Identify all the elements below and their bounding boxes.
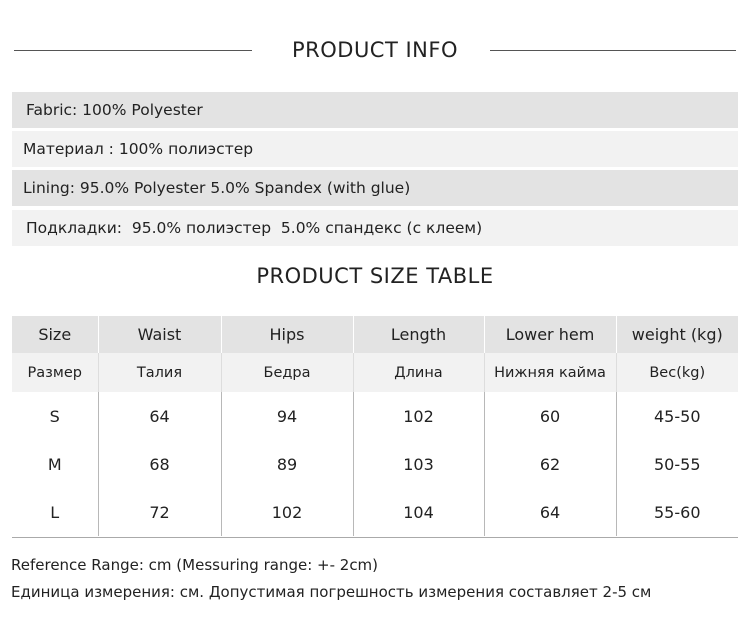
header-size: Size [38,325,72,344]
cell-length: 102 [352,392,484,440]
table-row: S 64 94 102 60 45-50 [12,392,738,440]
title-divider-left [14,50,252,51]
table-row: L 72 102 104 64 55-60 [12,488,738,536]
info-row-fabric: Fabric: 100% Polyester [12,92,738,128]
header-hips-ru: Бедра [220,353,353,392]
cell-waist: 64 [97,392,221,440]
cell-size: M [47,454,62,474]
size-table-title: PRODUCT SIZE TABLE [256,264,494,288]
cell-waist: 72 [97,488,221,536]
info-row-material: Материал : 100% полиэстер [12,131,738,167]
header-lower-hem: Lower hem [483,316,616,353]
header-weight: weight (kg) [615,316,738,353]
product-info-title: PRODUCT INFO [291,38,458,62]
size-table: Size Waist Hips Length Lower hem weight … [12,316,738,536]
header-size-ru: Размер [27,364,82,381]
cell-length: 103 [352,440,484,488]
table-row: M 68 89 103 62 50-55 [12,440,738,488]
cell-size: S [49,406,60,426]
info-row-lining-ru: Подкладки: 95.0% полиэстер 5.0% спандекс… [12,210,738,246]
header-waist-ru: Талия [97,353,221,392]
cell-waist: 68 [97,440,221,488]
header-length: Length [352,316,484,353]
title-divider-right [490,50,736,51]
cell-length: 104 [352,488,484,536]
info-row-lining: Lining: 95.0% Polyester 5.0% Spandex (wi… [12,170,738,206]
reference-range-note: Reference Range: cm (Messuring range: +-… [11,556,379,574]
table-bottom-border [12,537,738,538]
cell-lower-hem: 64 [483,488,616,536]
cell-weight: 50-55 [615,440,738,488]
cell-lower-hem: 62 [483,440,616,488]
cell-lower-hem: 60 [483,392,616,440]
header-waist: Waist [97,316,221,353]
cell-hips: 89 [220,440,353,488]
header-weight-ru: Вес(kg) [615,353,738,392]
header-lower-hem-ru: Нижняя кайма [483,353,616,392]
header-row-ru: Размер Талия Бедра Длина Нижняя кайма Ве… [12,353,738,392]
measurement-unit-note-ru: Единица измерения: см. Допустимая погреш… [11,583,652,601]
header-row-en: Size Waist Hips Length Lower hem weight … [12,316,738,353]
header-length-ru: Длина [352,353,484,392]
cell-weight: 45-50 [615,392,738,440]
header-hips: Hips [220,316,353,353]
cell-hips: 102 [220,488,353,536]
cell-size: L [50,502,60,522]
cell-weight: 55-60 [615,488,738,536]
cell-hips: 94 [220,392,353,440]
